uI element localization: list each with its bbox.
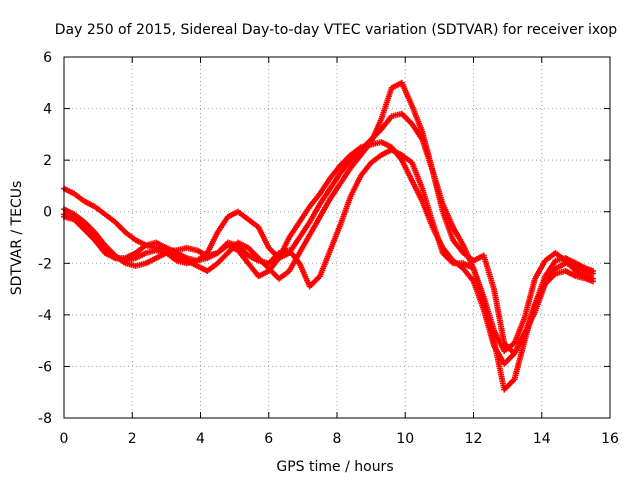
grid (64, 57, 610, 418)
y-tick-label: 2 (43, 153, 52, 169)
x-tick-label: 4 (196, 431, 205, 447)
x-tick-labels: 0 2 4 6 8 10 12 14 16 (60, 431, 619, 447)
x-tick-label: 12 (465, 431, 483, 447)
x-tick-label: 16 (601, 431, 619, 447)
y-tick-label: -2 (38, 256, 52, 272)
x-tick-label: 8 (333, 431, 342, 447)
chart-title: Day 250 of 2015, Sidereal Day-to-day VTE… (55, 22, 618, 38)
data-point (589, 275, 596, 282)
x-tick-label: 0 (60, 431, 69, 447)
axis-ticks (63, 56, 611, 419)
y-tick-label: 4 (43, 102, 52, 118)
series-4 (61, 146, 596, 354)
x-axis-title: GPS time / hours (276, 459, 393, 475)
y-tick-label: -6 (38, 359, 52, 375)
x-tick-label: 14 (533, 431, 551, 447)
x-tick-label: 10 (396, 431, 414, 447)
data-points (61, 79, 596, 393)
y-tick-label: -4 (38, 308, 52, 324)
y-axis-title: SDTVAR / TECUs (9, 181, 25, 296)
plot-frame (63, 56, 611, 419)
y-tick-label: -8 (38, 411, 52, 427)
x-tick-label: 2 (128, 431, 137, 447)
y-tick-label: 6 (43, 50, 52, 66)
x-tick-label: 6 (264, 431, 273, 447)
y-tick-label: 0 (43, 205, 52, 221)
y-tick-labels: -8 -6 -4 -2 0 2 4 6 (38, 50, 52, 427)
data-point (589, 268, 596, 275)
